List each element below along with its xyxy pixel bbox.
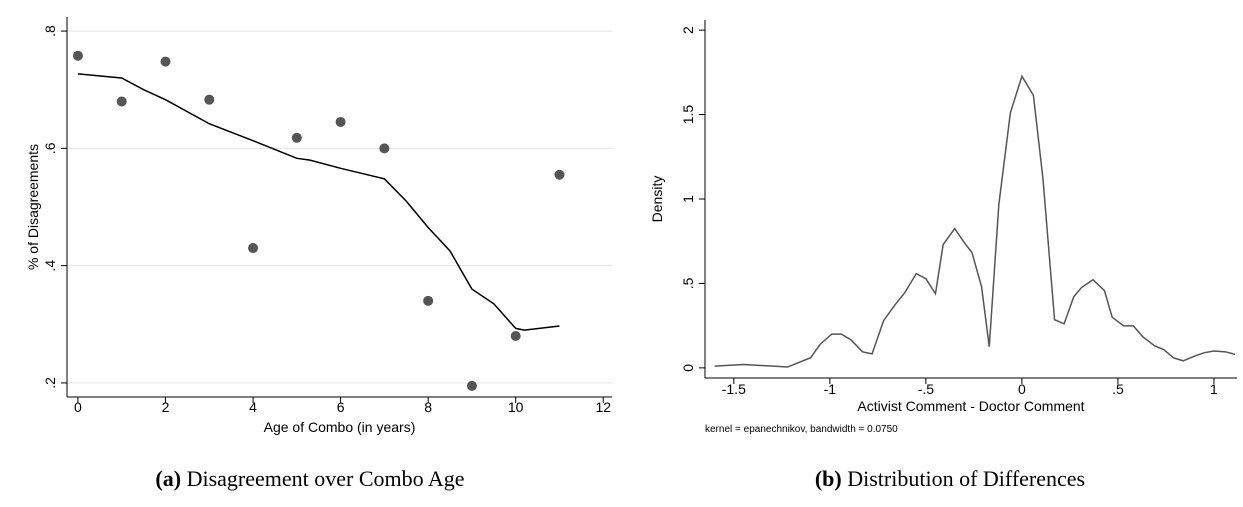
x-tick-label: 0 xyxy=(1018,381,1026,397)
point xyxy=(160,56,171,67)
y-tick-label: 2 xyxy=(680,26,696,34)
x-tick-label: 12 xyxy=(595,399,611,415)
point xyxy=(379,143,390,154)
x-tick-label: 0 xyxy=(74,399,82,415)
point xyxy=(116,96,127,107)
x-tick-label: 10 xyxy=(508,399,524,415)
point xyxy=(466,380,477,391)
x-axis-label: Activist Comment - Doctor Comment xyxy=(857,398,1084,414)
point xyxy=(510,331,521,342)
y-axis-label: % of Disagreements xyxy=(25,144,41,270)
note: kernel = epanechnikov, bandwidth = 0.075… xyxy=(705,424,898,435)
caption-label: (a) xyxy=(155,466,181,491)
caption-text: Disagreement over Combo Age xyxy=(187,466,465,491)
point xyxy=(423,295,434,306)
y-tick-label: .4 xyxy=(42,260,58,272)
x-tick-label: 6 xyxy=(337,399,345,415)
caption: (b) Distribution of Differences xyxy=(815,466,1085,491)
y-tick-label: .8 xyxy=(42,25,58,37)
x-tick-label: 1 xyxy=(1210,381,1218,397)
line xyxy=(77,73,560,331)
x-tick-label: 4 xyxy=(249,399,257,415)
x-axis-label: Age of Combo (in years) xyxy=(264,419,416,435)
y-axis-label: Density xyxy=(649,176,665,223)
x-tick-label: -1 xyxy=(824,381,837,397)
line xyxy=(714,74,1236,368)
point xyxy=(554,169,565,180)
y-tick-label: .2 xyxy=(42,377,58,389)
y-tick-label: 0 xyxy=(680,364,696,372)
caption: (a) Disagreement over Combo Age xyxy=(155,466,464,491)
x-tick-label: 8 xyxy=(424,399,432,415)
point xyxy=(248,243,259,254)
caption-label: (b) xyxy=(815,466,842,491)
x-tick-label: .5 xyxy=(1112,381,1124,397)
x-tick-label: 2 xyxy=(162,399,170,415)
y-tick-label: .5 xyxy=(680,277,696,289)
x-tick-label: -1.5 xyxy=(722,381,746,397)
y-tick-label: 1.5 xyxy=(680,105,696,125)
caption-text: Distribution of Differences xyxy=(847,466,1085,491)
point xyxy=(291,132,302,143)
point xyxy=(204,94,215,105)
y-tick-label: .6 xyxy=(42,142,58,154)
point xyxy=(335,116,346,127)
point xyxy=(72,50,83,61)
y-tick-label: 1 xyxy=(680,195,696,203)
x-tick-label: -.5 xyxy=(918,381,935,397)
